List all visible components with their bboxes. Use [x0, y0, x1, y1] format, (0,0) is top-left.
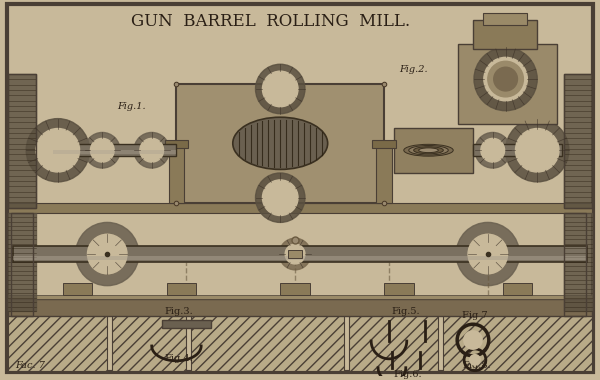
Circle shape: [481, 138, 505, 162]
Circle shape: [463, 330, 483, 350]
Bar: [169, 143, 184, 203]
Ellipse shape: [413, 147, 443, 154]
Ellipse shape: [233, 117, 328, 169]
Ellipse shape: [409, 146, 448, 155]
Text: GUN  BARREL  ROLLING  MILL.: GUN BARREL ROLLING MILL.: [131, 13, 410, 30]
Circle shape: [134, 133, 170, 168]
Bar: [8, 74, 36, 207]
Bar: [473, 144, 562, 156]
Circle shape: [95, 242, 119, 266]
Circle shape: [494, 67, 517, 91]
Text: Fig.2.: Fig.2.: [399, 65, 427, 74]
Bar: [164, 140, 188, 148]
Bar: [376, 143, 392, 203]
Text: Fig.3.: Fig.3.: [164, 307, 193, 316]
Bar: [167, 283, 196, 294]
Bar: [564, 74, 592, 207]
Circle shape: [456, 222, 520, 286]
Circle shape: [26, 119, 89, 182]
Bar: [483, 13, 527, 25]
Bar: [384, 283, 413, 294]
Bar: [112, 311, 187, 370]
Bar: [8, 294, 592, 299]
Bar: [176, 84, 384, 203]
Text: Fig 7: Fig 7: [462, 311, 488, 320]
Text: Fig.8.: Fig.8.: [462, 361, 491, 370]
Circle shape: [469, 354, 481, 366]
Bar: [13, 256, 587, 260]
Ellipse shape: [419, 148, 439, 153]
Circle shape: [515, 128, 559, 172]
Bar: [564, 212, 592, 311]
Circle shape: [468, 234, 508, 274]
Circle shape: [262, 180, 298, 215]
Circle shape: [474, 48, 537, 111]
Circle shape: [484, 57, 527, 101]
Text: Fig.5.: Fig.5.: [391, 307, 419, 316]
Bar: [161, 320, 211, 328]
Circle shape: [256, 173, 305, 222]
Bar: [11, 212, 33, 316]
Circle shape: [285, 244, 305, 264]
Bar: [8, 311, 107, 370]
Bar: [458, 44, 557, 124]
Bar: [191, 311, 344, 370]
Bar: [8, 74, 36, 207]
Bar: [288, 250, 302, 258]
Circle shape: [279, 238, 311, 270]
Circle shape: [85, 133, 120, 168]
Bar: [53, 144, 176, 156]
Circle shape: [88, 234, 127, 274]
Bar: [13, 246, 587, 262]
Circle shape: [88, 234, 127, 274]
Text: Fig.1.: Fig.1.: [117, 102, 146, 111]
Bar: [63, 283, 92, 294]
Circle shape: [36, 128, 80, 172]
Bar: [503, 283, 532, 294]
Bar: [8, 299, 592, 316]
Bar: [8, 203, 592, 212]
Circle shape: [140, 138, 164, 162]
Bar: [564, 212, 586, 316]
Circle shape: [91, 138, 114, 162]
Circle shape: [475, 133, 511, 168]
Bar: [8, 212, 36, 311]
Text: Fig.4.: Fig.4.: [164, 354, 193, 363]
Circle shape: [256, 64, 305, 114]
Bar: [372, 140, 396, 148]
Circle shape: [468, 234, 508, 274]
Bar: [53, 150, 176, 154]
Text: Fig.6.: Fig.6.: [394, 370, 422, 379]
Bar: [443, 311, 592, 370]
Circle shape: [476, 242, 500, 266]
Circle shape: [506, 119, 569, 182]
Bar: [349, 311, 439, 370]
Circle shape: [262, 71, 298, 107]
Bar: [564, 74, 592, 207]
Bar: [280, 283, 310, 294]
Text: Fac. 7: Fac. 7: [16, 361, 46, 370]
Circle shape: [488, 61, 523, 97]
Bar: [473, 20, 537, 49]
Bar: [394, 128, 473, 173]
Ellipse shape: [404, 144, 453, 156]
Circle shape: [76, 222, 139, 286]
